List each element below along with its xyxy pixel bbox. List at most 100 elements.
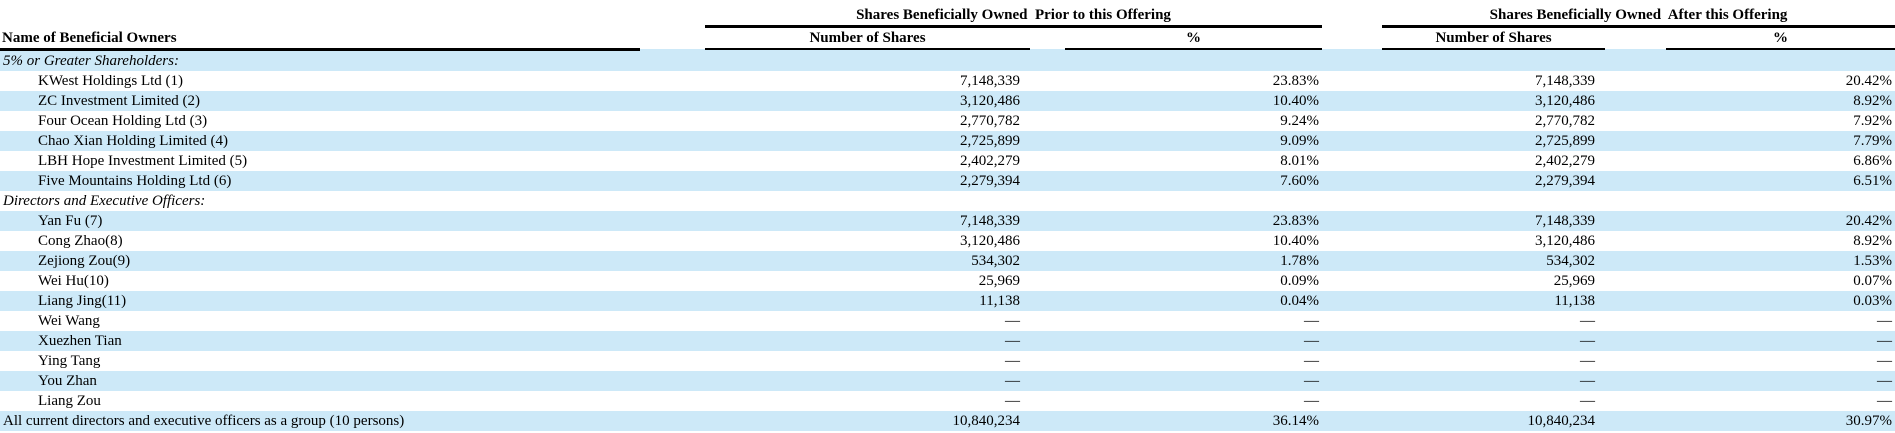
prior-percent-cell: 23.83%	[1272, 72, 1320, 89]
owner-name-cell: LBH Hope Investment Limited (5)	[38, 152, 248, 169]
table-row: Chao Xian Holding Limited (4) 2,725,899 9.…	[0, 130, 1895, 151]
gap-cell	[1605, 211, 1666, 231]
after-percent-cell: —	[1877, 392, 1893, 409]
prior-percent-cell	[1065, 49, 1322, 71]
prior-shares-cell: —	[1005, 372, 1020, 389]
gap-cell	[1030, 151, 1065, 171]
gap-cell	[1322, 271, 1382, 291]
owner-name-cell: Chao Xian Holding Limited (4)	[38, 132, 228, 149]
owner-name-cell: KWest Holdings Ltd (1)	[38, 72, 184, 89]
after-shares-cell: 10,840,234	[1527, 412, 1596, 429]
table-row: Cong Zhao(8) 3,120,486 10.40% 3,120,486 8.92…	[0, 231, 1895, 251]
prior-shares-cell: —	[1005, 352, 1020, 369]
prior-shares-cell: 10,840,234	[952, 412, 1021, 429]
name-column-header: Name of Beneficial Owners	[0, 26, 640, 51]
gap-cell	[640, 331, 705, 351]
gap-cell	[640, 49, 705, 71]
gap-cell	[1605, 291, 1666, 311]
after-shares-cell: 3,120,486	[1535, 92, 1596, 109]
prior-percent-cell: 8.01%	[1280, 152, 1320, 169]
group-header-row: Shares Beneficially Owned Prior to this …	[0, 0, 1895, 28]
owner-name-cell: Wei Hu(10)	[38, 272, 109, 289]
gap-cell	[1322, 71, 1382, 91]
after-percent-cell: —	[1877, 332, 1893, 349]
prior-shares-cell: —	[1005, 332, 1020, 349]
owner-name-cell: Directors and Executive Officers:	[3, 192, 206, 209]
gap-cell	[640, 131, 705, 151]
prior-shares-cell: 2,725,899	[960, 132, 1020, 149]
after-shares-cell: —	[1580, 332, 1596, 349]
after-shares-cell: 11,138	[1554, 292, 1596, 309]
table-row: LBH Hope Investment Limited (5) 2,402,279…	[0, 151, 1895, 171]
prior-shares-cell: —	[1005, 312, 1020, 329]
owner-name-cell: You Zhan	[38, 372, 97, 389]
table-row: Ying Tang — — — —	[0, 351, 1895, 371]
gap-cell	[1030, 371, 1065, 391]
after-percent-cell: 6.86%	[1853, 152, 1893, 169]
after-shares-cell	[1382, 49, 1605, 71]
gap-cell	[1322, 211, 1382, 231]
gap-cell	[1605, 111, 1666, 131]
prior-percent-cell: 7.60%	[1280, 172, 1320, 189]
gap-cell	[1322, 291, 1382, 311]
prior-percent-cell: —	[1304, 352, 1320, 369]
table-row: You Zhan — — — —	[0, 370, 1895, 391]
after-percent-cell: 7.79%	[1853, 132, 1893, 149]
gap-cell	[640, 291, 705, 311]
table-row: Liang Jing(11) 11,138 0.04% 11,138 0.03%	[0, 290, 1895, 311]
after-percent-column-header: %	[1666, 26, 1895, 50]
gap-cell	[1030, 271, 1065, 291]
after-percent-cell: 0.03%	[1853, 292, 1893, 309]
owner-name-cell: Wei Wang	[38, 312, 100, 329]
after-shares-cell: 534,302	[1546, 252, 1596, 269]
gap-cell	[1322, 251, 1382, 271]
gap-cell	[640, 371, 705, 391]
table-row: Directors and Executive Officers:	[0, 191, 1895, 211]
gap-cell	[640, 411, 705, 431]
prior-percent-cell: 0.09%	[1280, 272, 1320, 289]
after-percent-cell: 8.92%	[1853, 232, 1893, 249]
gap-cell	[640, 191, 705, 211]
prior-percent-cell: 9.09%	[1280, 132, 1320, 149]
prior-shares-cell: 2,770,782	[960, 112, 1020, 129]
gap-cell	[1030, 211, 1065, 231]
gap-cell	[1322, 111, 1382, 131]
gap-cell	[1322, 171, 1382, 191]
table-row: 5% or Greater Shareholders:	[0, 49, 1895, 71]
table-row: ZC Investment Limited (2) 3,120,486 10.40%…	[0, 90, 1895, 111]
gap-cell	[1322, 231, 1382, 251]
after-shares-cell: 2,770,782	[1535, 112, 1596, 129]
gap-cell	[1030, 26, 1065, 49]
gap-cell	[1605, 311, 1666, 331]
table-row: Yan Fu (7) 7,148,339 23.83% 7,148,339 20.42%	[0, 210, 1895, 231]
gap-cell	[1030, 391, 1065, 411]
table-body: 5% or Greater Shareholders: KWest Holding…	[0, 49, 1895, 431]
after-percent-cell: 30.97%	[1845, 412, 1893, 429]
prior-shares-cell: 7,148,339	[960, 72, 1020, 89]
prior-percent-cell: —	[1304, 332, 1320, 349]
table-row: Xuezhen Tian — — — —	[0, 330, 1895, 351]
column-header-row: Name of Beneficial Owners Number of Shar…	[0, 26, 1895, 51]
gap-cell	[640, 151, 705, 171]
table-row: Liang Zou — — — —	[0, 391, 1895, 411]
prior-percent-cell: 1.78%	[1280, 252, 1320, 269]
owner-name-cell: Zejiong Zou(9)	[38, 252, 131, 269]
gap-cell	[1322, 371, 1382, 391]
after-percent-cell: 6.51%	[1853, 172, 1893, 189]
prior-percent-cell: —	[1304, 392, 1320, 409]
prior-percent-cell: 0.04%	[1280, 292, 1320, 309]
after-shares-column-header: Number of Shares	[1382, 26, 1606, 50]
after-shares-cell: 2,402,279	[1535, 152, 1596, 169]
owner-name-cell: Yan Fu (7)	[38, 212, 103, 229]
prior-shares-cell	[705, 49, 1030, 71]
gap-cell	[640, 391, 705, 411]
owner-name-cell: Liang Zou	[38, 392, 101, 409]
owner-name-cell: Cong Zhao(8)	[38, 232, 123, 249]
prior-percent-cell: 9.24%	[1280, 112, 1320, 129]
gap-cell	[1030, 49, 1065, 71]
gap-cell	[1030, 311, 1065, 331]
after-percent-cell: 7.92%	[1853, 112, 1893, 129]
after-percent-cell	[1666, 191, 1895, 211]
gap-cell	[1605, 231, 1666, 251]
